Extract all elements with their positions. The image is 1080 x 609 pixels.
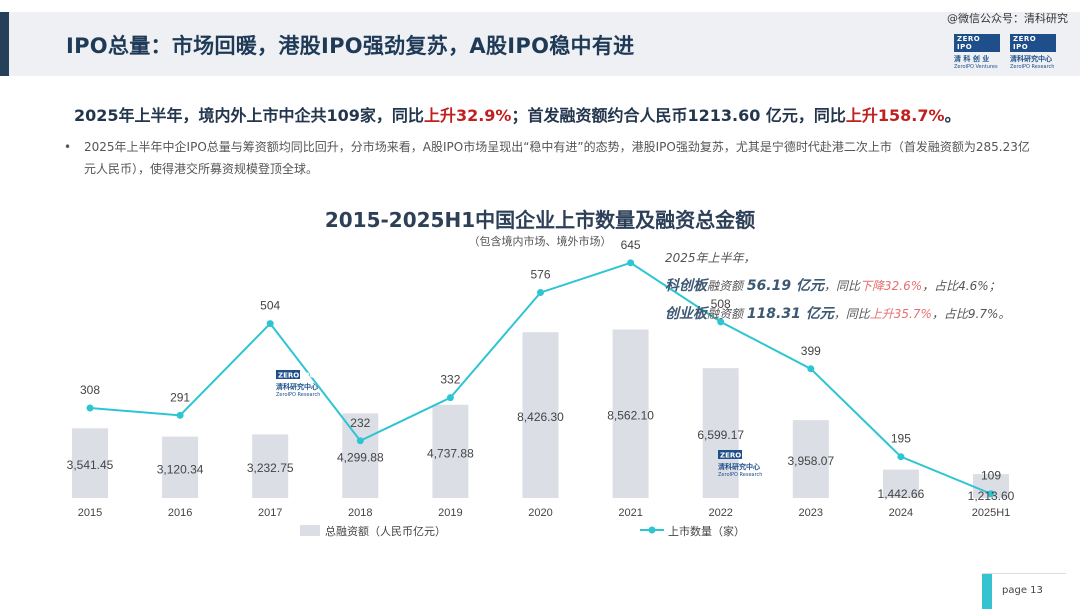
page-number-box: page 13 <box>982 573 1066 609</box>
slide-title: IPO总量：市场回暖，港股IPO强劲复苏，A股IPO稳中有进 <box>66 34 635 58</box>
page-number: page 13 <box>1002 585 1043 596</box>
x-tick-label-2022: 2022 <box>708 507 732 519</box>
bar-label-2015: 3,541.45 <box>67 458 114 472</box>
x-tick-label-2025H1: 2025H1 <box>972 507 1011 519</box>
bar-2022 <box>702 368 739 498</box>
annotation-chinext: 创业板融资额 118.31 亿元，同比上升35.7%，占比9.7%。 <box>665 306 1011 322</box>
bar-label-2019: 4,737.88 <box>427 446 474 460</box>
line-label-2017: 504 <box>260 299 280 313</box>
watermark-logo-block <box>718 450 742 459</box>
watermark-logo-zero: ZERO IPO <box>278 372 315 380</box>
x-tick-label-2020: 2020 <box>528 507 552 519</box>
watermark-logo-en: ZeroIPO Research <box>718 472 762 478</box>
watermark: @微信公众号：清科研究 <box>947 12 1068 25</box>
line-point-2025H1 <box>987 490 995 498</box>
line-label-2021: 645 <box>621 238 641 252</box>
x-tick-label-2015: 2015 <box>78 507 102 519</box>
legend-swatch-bar <box>300 525 320 536</box>
line-point-2021 <box>627 259 635 267</box>
watermark-logo-en: ZeroIPO Research <box>276 392 320 398</box>
line-point-2017 <box>266 320 274 328</box>
line-label-2023: 399 <box>801 344 821 358</box>
chart-annotation: 2025年上半年， 科创板融资额 56.19 亿元，同比下降32.6%，占比4.… <box>665 244 1065 328</box>
bar-2023 <box>792 420 829 498</box>
line-label-2024: 195 <box>891 432 911 446</box>
legend-label-line: 上市数量（家） <box>668 524 745 538</box>
summary-headline: 2025年上半年，境内外上市中企共109家，同比上升32.9%；首发融资额约合人… <box>74 106 961 125</box>
watermark-logo-cn: 清科研究中心 <box>718 462 760 471</box>
bar-2017 <box>252 434 289 498</box>
x-tick-label-2024: 2024 <box>889 507 913 519</box>
line-label-2016: 291 <box>170 390 190 404</box>
bullet-paragraph: • 2025年上半年中企IPO总量与筹资额均同比回升，分市场来看，A股IPO市场… <box>64 136 1034 180</box>
chart-title: 2015-2025H1中国企业上市数量及融资总金额 <box>324 208 756 232</box>
bar-2019 <box>432 404 469 498</box>
bar-label-2020: 8,426.30 <box>517 410 564 424</box>
line-point-2019 <box>446 394 454 402</box>
x-tick-label-2017: 2017 <box>258 507 282 519</box>
page-accent-bar <box>982 574 992 609</box>
header-band <box>0 12 1080 76</box>
annotation-line1: 2025年上半年， <box>665 251 756 265</box>
line-label-2018: 232 <box>350 416 370 430</box>
legend-swatch-dot <box>648 526 656 534</box>
bar-label-2023: 3,958.07 <box>787 454 834 468</box>
x-tick-label-2023: 2023 <box>799 507 823 519</box>
watermark-logo-zero: ZERO IPO <box>720 452 757 460</box>
line-point-2023 <box>807 365 815 373</box>
line-label-2019: 332 <box>440 373 460 387</box>
bar-2015 <box>72 428 108 498</box>
bar-2025H1 <box>973 474 1009 498</box>
line-label-2020: 576 <box>530 268 550 282</box>
line-label-2025H1: 109 <box>981 469 1001 483</box>
line-point-2015 <box>86 404 94 412</box>
line-point-2016 <box>176 411 184 419</box>
x-tick-label-2021: 2021 <box>618 507 642 519</box>
bullet-dot: • <box>64 140 72 154</box>
bar-label-2017: 3,232.75 <box>247 461 294 475</box>
bar-label-2025H1: 1,213.60 <box>968 489 1015 503</box>
bar-label-2018: 4,299.88 <box>337 451 384 465</box>
bar-label-2022: 6,599.17 <box>697 428 744 442</box>
chart-subtitle: （包含境内市场、境外市场） <box>468 235 612 248</box>
bar-2016 <box>162 436 199 498</box>
line-point-2018 <box>356 437 364 445</box>
line-label-2015: 308 <box>80 383 100 397</box>
x-tick-label-2019: 2019 <box>438 507 462 519</box>
bullet-text: 2025年上半年中企IPO总量与筹资额均同比回升，分市场来看，A股IPO市场呈现… <box>84 140 1030 176</box>
watermark-logo-block <box>276 370 300 379</box>
bar-2018 <box>342 413 379 498</box>
zeroipo-ventures-logo: ZERO IPO 清 科 创 业 ZeroIPO Ventures <box>954 34 1000 70</box>
line-label-2022: 508 <box>711 297 731 311</box>
zeroipo-research-logo: ZERO IPO 清科研究中心 ZeroIPO Research <box>1010 34 1056 70</box>
bar-2021 <box>612 329 649 498</box>
watermark-logo-cn: 清科研究中心 <box>276 382 318 391</box>
bar-label-2016: 3,120.34 <box>157 462 204 476</box>
line-point-2022 <box>717 318 725 326</box>
line-point-2020 <box>537 289 544 297</box>
annotation-star-market: 科创板融资额 56.19 亿元，同比下降32.6%，占比4.6%； <box>665 278 1001 294</box>
header-accent-bar <box>0 12 9 76</box>
bar-2024 <box>882 469 919 498</box>
line-point-2024 <box>897 453 905 461</box>
bar-label-2024: 1,442.66 <box>878 487 925 501</box>
legend-label-bar: 总融资额（人民币亿元） <box>325 524 446 538</box>
bar-2020 <box>522 332 559 498</box>
bar-label-2021: 8,562.10 <box>607 409 654 423</box>
x-tick-label-2016: 2016 <box>168 507 192 519</box>
x-tick-label-2018: 2018 <box>348 507 372 519</box>
